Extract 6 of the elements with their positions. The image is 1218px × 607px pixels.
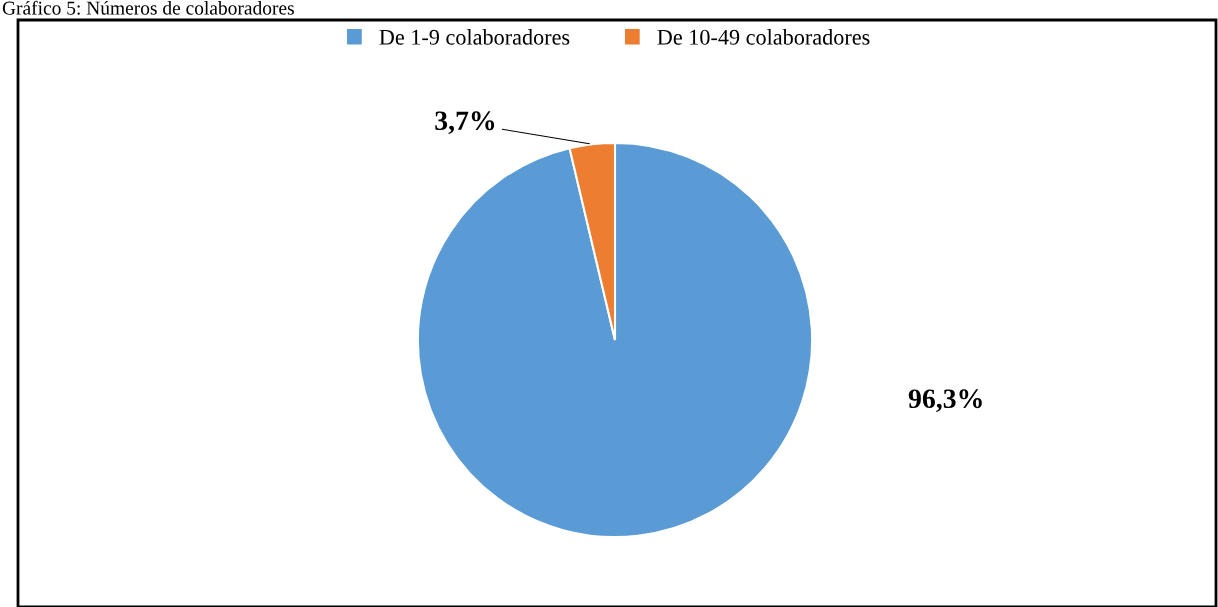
pie-slice xyxy=(416,141,814,539)
legend-label: De 1-9 colaboradores xyxy=(379,29,570,45)
text: Gráfico 5: Números de colaboradores xyxy=(2,0,294,15)
legend-label: De 10-49 colaboradores xyxy=(657,29,870,45)
data-label: 96,3% xyxy=(908,389,982,413)
data-label: 3,7% xyxy=(435,111,495,135)
